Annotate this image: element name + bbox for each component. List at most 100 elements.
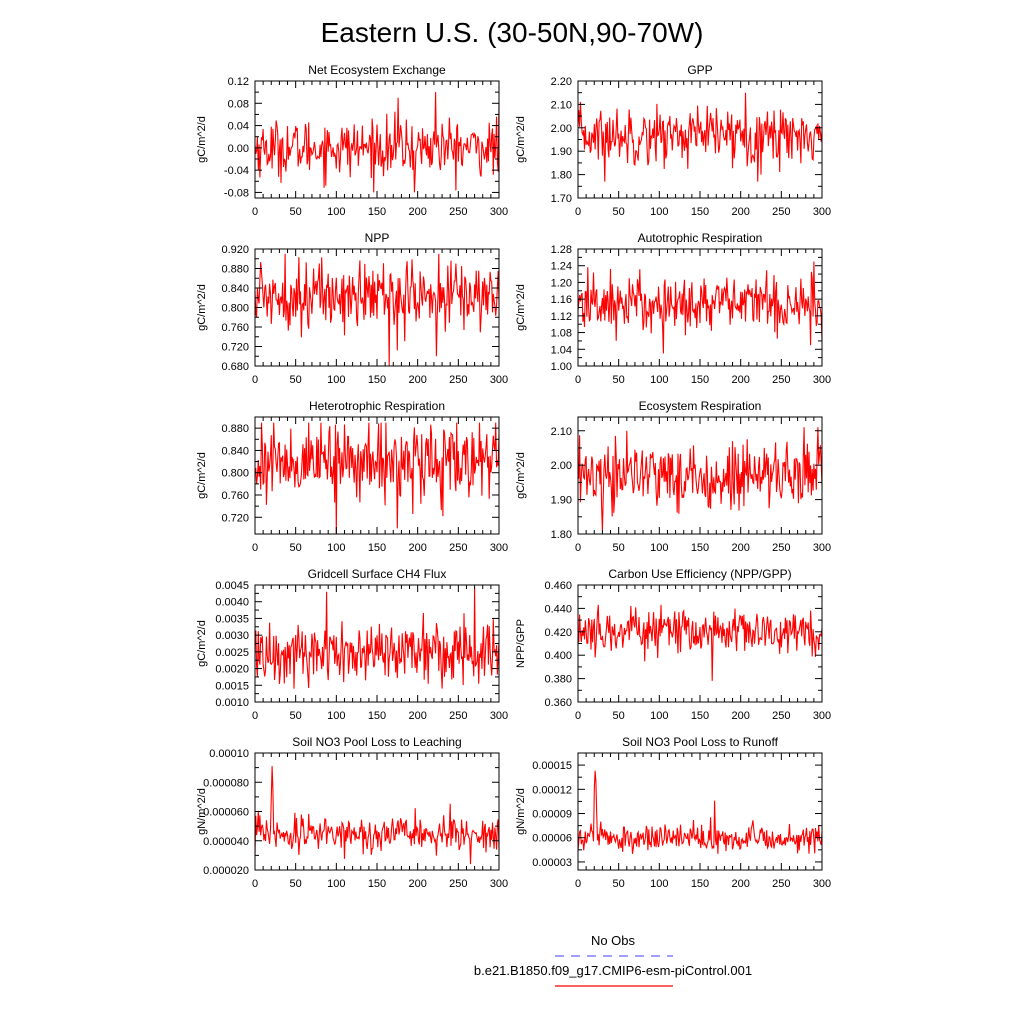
y-tick-label: 0.440 [544, 603, 572, 615]
x-tick-label: 150 [368, 206, 386, 218]
y-tick-label: 0.000040 [203, 836, 249, 848]
y-tick-label: 2.20 [551, 76, 572, 88]
x-tick-label: 100 [650, 878, 668, 890]
panel-1: 0 50 100 150 200 250 300 1.70 1.80 1.90 2.00 2.10 2.… [515, 63, 831, 218]
panel-7: 0 50 100 150 200 250 300 0.360 0.380 0.400 0.420 0.… [515, 567, 831, 722]
x-tick-label: 300 [490, 710, 508, 722]
y-tick-label: 0.0010 [215, 697, 249, 709]
y-tick-label: 1.80 [551, 529, 572, 541]
x-tick-label: 100 [650, 374, 668, 386]
y-tick-label: 0.880 [221, 264, 249, 276]
y-tick-label: 0.08 [228, 98, 249, 110]
y-tick-label: 1.28 [551, 244, 572, 256]
y-tick-label: 2.00 [551, 123, 572, 135]
y-tick-label: 0.00015 [532, 760, 572, 772]
panel-5: 0 50 100 150 200 250 300 1.80 1.90 2.00 2.10 Ecosys… [515, 399, 831, 554]
x-tick-label: 200 [731, 710, 749, 722]
y-tick-label: 0.0035 [215, 613, 249, 625]
x-tick-label: 150 [691, 878, 709, 890]
x-tick-label: 250 [772, 206, 790, 218]
x-tick-label: 0 [575, 542, 581, 554]
x-tick-label: 200 [408, 206, 426, 218]
x-tick-label: 150 [368, 710, 386, 722]
y-tick-label: 0.400 [544, 650, 572, 662]
x-tick-label: 250 [772, 374, 790, 386]
y-tick-label: 1.80 [551, 170, 572, 182]
x-tick-label: 150 [368, 878, 386, 890]
panel-9: 0 50 100 150 200 250 300 0.00003 0.00006 0.00009 0… [515, 735, 831, 890]
y-tick-label: 0.0025 [215, 647, 249, 659]
y-axis-label: gC/m^2/d [515, 116, 527, 163]
x-tick-label: 0 [252, 206, 258, 218]
x-tick-label: 0 [575, 374, 581, 386]
x-tick-label: 300 [813, 878, 831, 890]
x-tick-label: 50 [613, 542, 625, 554]
x-tick-label: 50 [290, 878, 302, 890]
x-tick-label: 200 [731, 542, 749, 554]
y-tick-label: 1.90 [551, 495, 572, 507]
x-tick-label: 300 [813, 374, 831, 386]
x-tick-label: 200 [408, 542, 426, 554]
plot-frame [577, 752, 823, 871]
x-tick-label: 250 [772, 542, 790, 554]
y-tick-label: 0.00012 [532, 784, 572, 796]
series-line [577, 92, 823, 182]
panel-title: Ecosystem Respiration [639, 399, 762, 413]
x-tick-label: 150 [368, 542, 386, 554]
y-tick-label: 0.760 [221, 322, 249, 334]
y-tick-label: 0.720 [221, 512, 249, 524]
y-tick-label: 1.16 [551, 294, 572, 306]
y-tick-label: 0.460 [544, 580, 572, 592]
x-tick-label: 200 [731, 374, 749, 386]
panel-title: GPP [687, 63, 712, 77]
x-tick-label: 300 [490, 374, 508, 386]
x-tick-label: 100 [650, 710, 668, 722]
y-tick-label: 2.10 [551, 426, 572, 438]
y-tick-label: 0.380 [544, 674, 572, 686]
panel-3: 0 50 100 150 200 250 300 1.00 1.04 1.08 1.12 1.16 1.… [515, 231, 831, 386]
y-tick-label: 0.000060 [203, 807, 249, 819]
y-tick-label: 0.0020 [215, 664, 249, 676]
panel-title: Carbon Use Efficiency (NPP/GPP) [608, 567, 791, 581]
y-tick-label: 0.840 [221, 445, 249, 457]
y-tick-label: 0.920 [221, 244, 249, 256]
series-line [254, 588, 500, 689]
x-tick-label: 50 [613, 710, 625, 722]
plot-frame [254, 80, 500, 199]
x-tick-label: 300 [490, 542, 508, 554]
y-tick-label: 2.00 [551, 460, 572, 472]
legend-label-no-obs: No Obs [591, 933, 636, 948]
panels: 0 50 100 150 200 250 300 -0.08 -0.04 0.00 0.04 0.08… [196, 63, 831, 890]
x-tick-label: 250 [449, 878, 467, 890]
y-tick-label: -0.04 [224, 165, 249, 177]
panel-title: Autotrophic Respiration [638, 231, 763, 245]
x-tick-label: 300 [813, 542, 831, 554]
y-tick-label: 1.08 [551, 328, 572, 340]
y-tick-label: 1.12 [551, 311, 572, 323]
y-tick-label: 0.00006 [532, 833, 572, 845]
x-tick-label: 200 [731, 878, 749, 890]
y-tick-label: 0.880 [221, 423, 249, 435]
x-tick-label: 250 [772, 878, 790, 890]
x-tick-label: 100 [327, 878, 345, 890]
x-tick-label: 300 [490, 206, 508, 218]
y-axis-label: gC/m^2/d [515, 284, 527, 331]
panel-2: 0 50 100 150 200 250 300 0.680 0.720 0.760 0.800 0.… [196, 231, 508, 386]
figure-title: Eastern U.S. (30-50N,90-70W) [321, 17, 704, 48]
x-tick-label: 50 [613, 374, 625, 386]
x-tick-label: 0 [252, 542, 258, 554]
plot-frame [254, 416, 500, 535]
y-tick-label: 0.840 [221, 283, 249, 295]
x-tick-label: 150 [368, 374, 386, 386]
y-tick-label: 0.00 [228, 143, 249, 155]
y-tick-label: 0.720 [221, 342, 249, 354]
y-tick-label: 0.800 [221, 468, 249, 480]
legend: No Obs b.e21.B1850.f09_g17.CMIP6-esm-piC… [474, 933, 752, 987]
panel-8: 0 50 100 150 200 250 300 0.000020 0.000040 0.0000… [196, 735, 508, 890]
y-tick-label: 0.0030 [215, 630, 249, 642]
panel-title: Gridcell Surface CH4 Flux [308, 567, 447, 581]
y-axis-label: gC/m^2/d [196, 452, 208, 499]
y-axis-label: gC/m^2/d [515, 452, 527, 499]
panel-title: Net Ecosystem Exchange [308, 63, 446, 77]
x-tick-label: 200 [408, 374, 426, 386]
